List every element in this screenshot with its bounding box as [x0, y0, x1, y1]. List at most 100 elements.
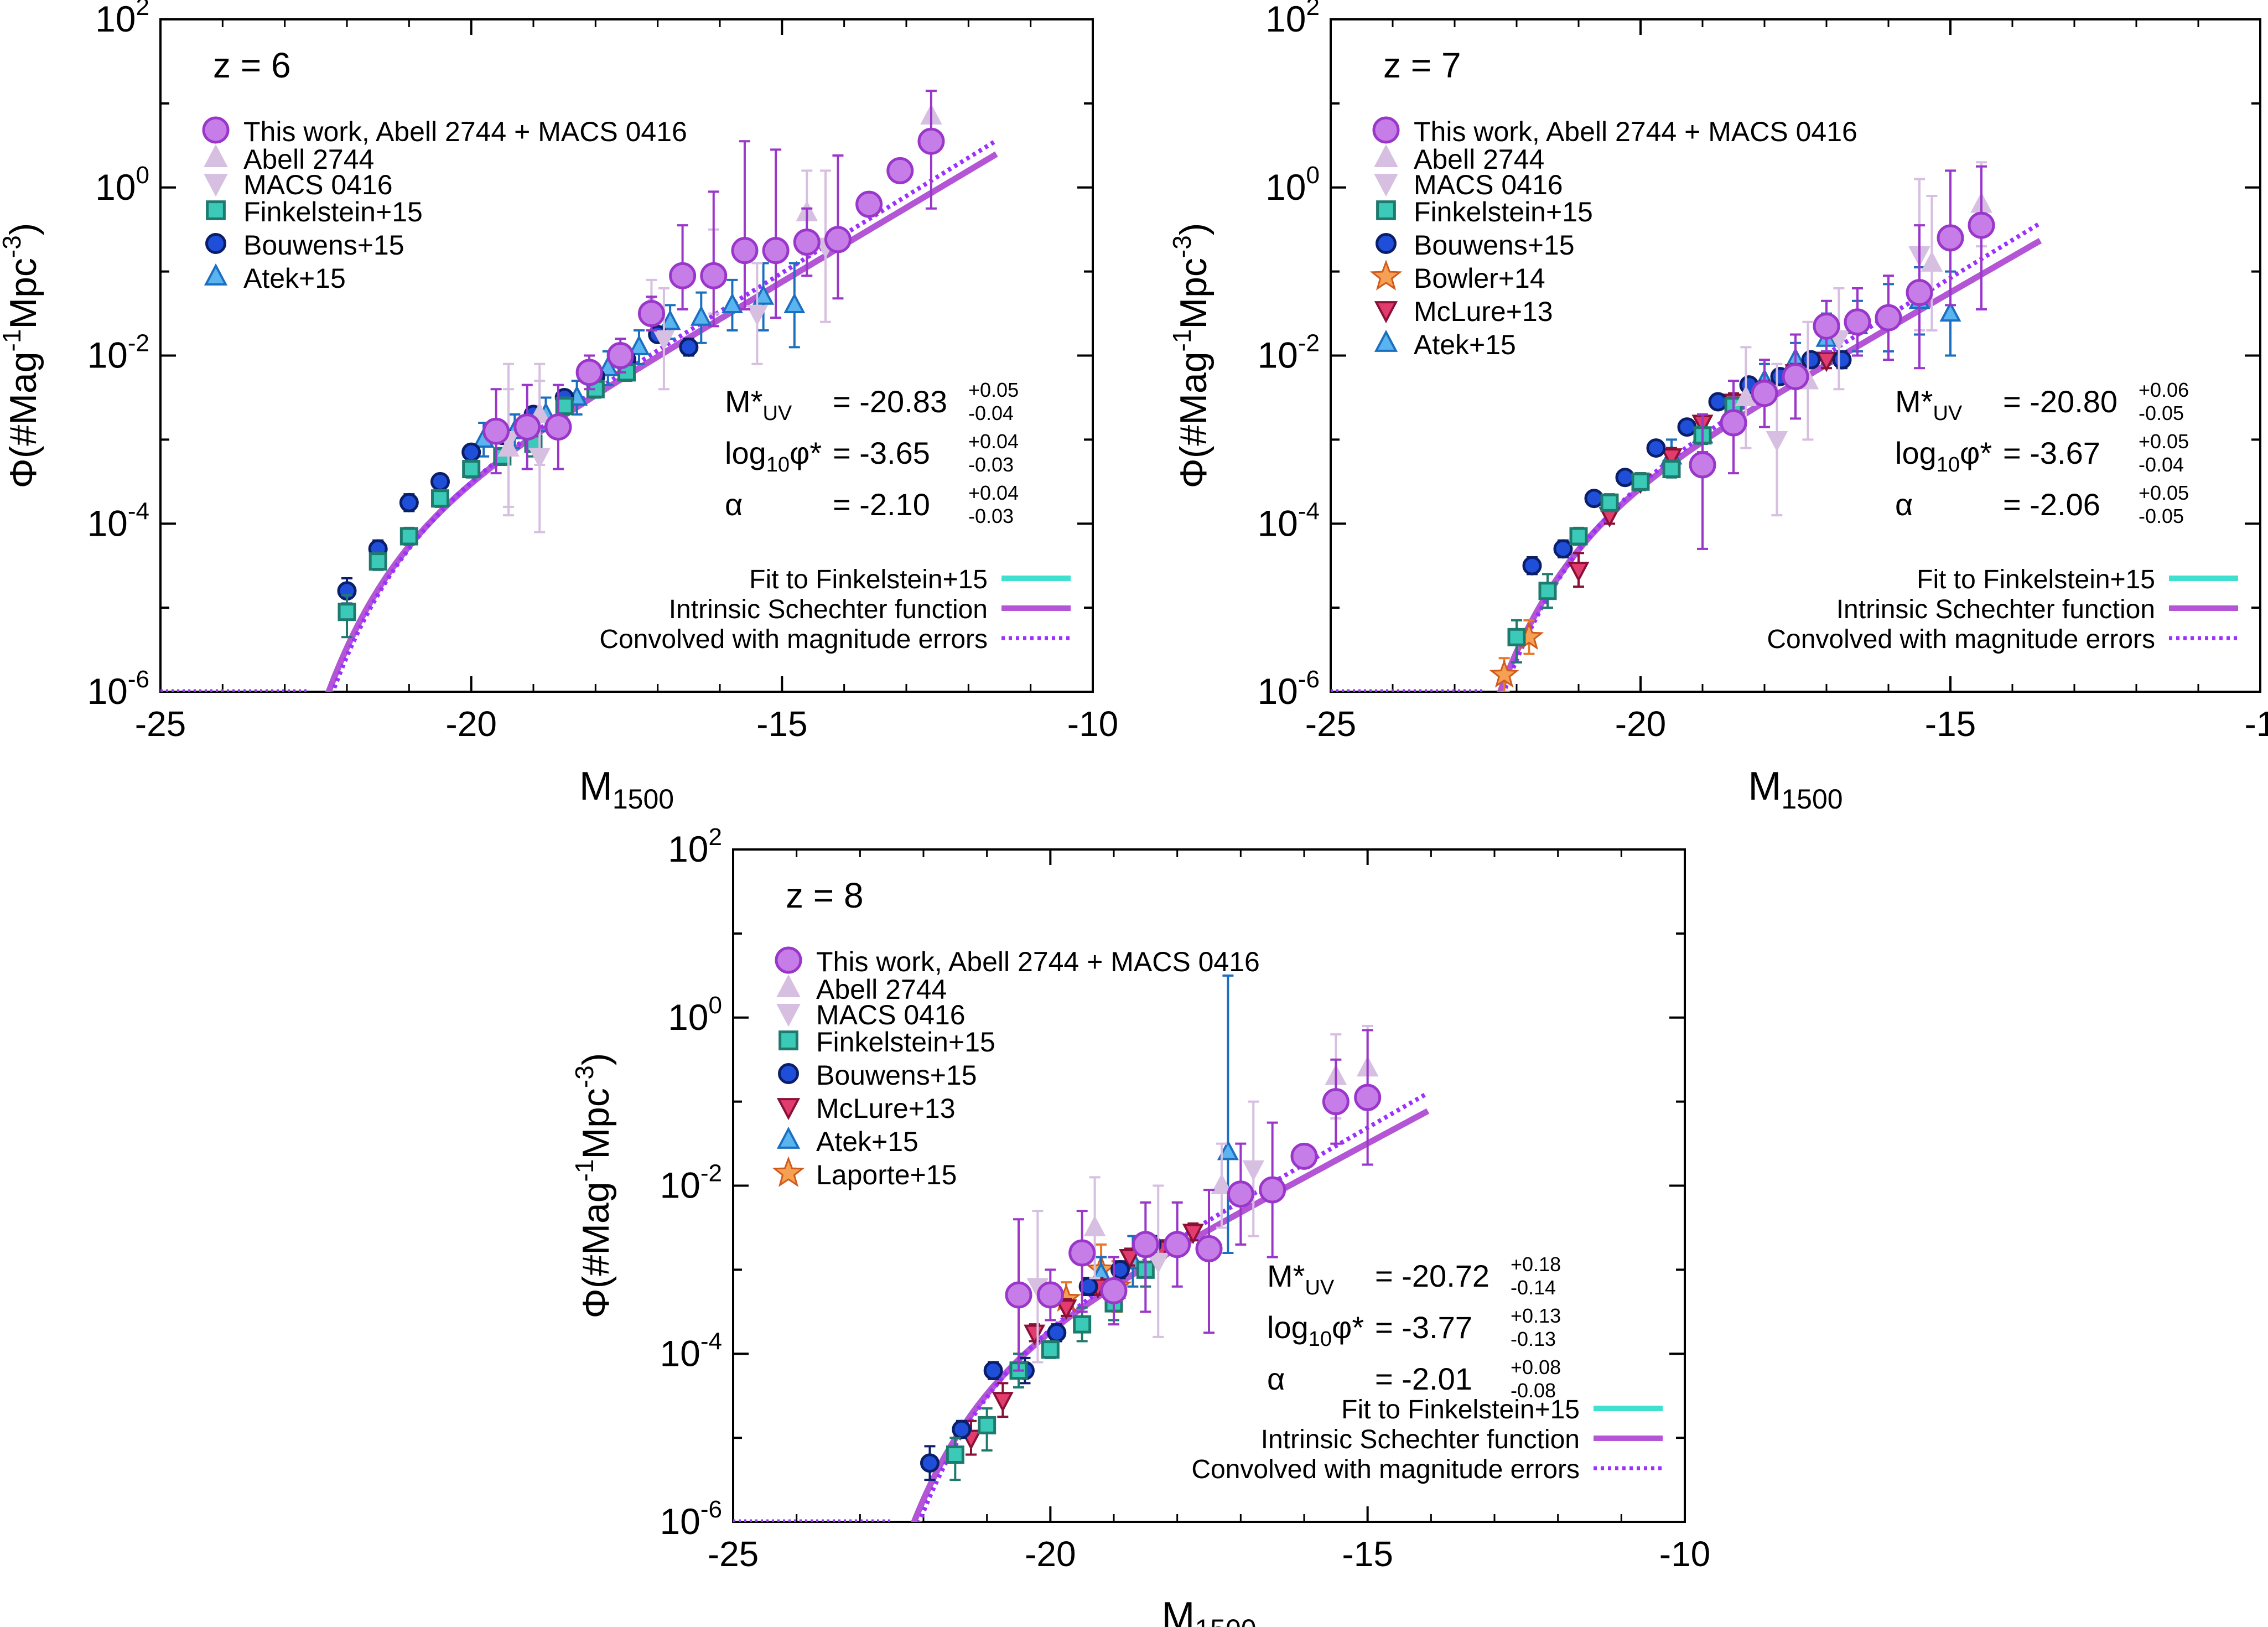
- series-finkelstein-15: [338, 362, 636, 639]
- series-this-work-abell-2744-macs-0416: [1689, 165, 1995, 550]
- data-point: [1522, 556, 1542, 576]
- y-tick-label: 102: [668, 823, 722, 869]
- param-label: α: [1895, 487, 1913, 522]
- data-point: [1766, 431, 1788, 452]
- param-label: M*UV: [1895, 384, 1963, 425]
- data-point: [1782, 362, 1809, 390]
- data-point: [1227, 1180, 1254, 1208]
- fit-parameters: M*UV = -20.83 +0.05-0.04 log10φ* = -3.65 +0.0…: [725, 379, 1019, 527]
- x-tick-label: -10: [1067, 704, 1119, 744]
- legend-label: McLure+13: [1414, 296, 1553, 327]
- param-err-up: +0.05: [2139, 430, 2189, 453]
- data-point: [992, 1392, 1014, 1413]
- data-point: [824, 226, 852, 253]
- data-point: [690, 305, 712, 326]
- data-series: [337, 90, 945, 639]
- y-tick-label: 10-6: [660, 1496, 722, 1542]
- x-axis-label: M1500: [1161, 1594, 1256, 1627]
- param-value: = -2.06: [2003, 487, 2100, 522]
- legend-label: Finkelstein+15: [243, 196, 423, 227]
- series-macs-0416: [1026, 1100, 1265, 1364]
- data-point: [1026, 1278, 1049, 1299]
- data-point: [779, 1030, 798, 1050]
- legend-label: MACS 0416: [243, 169, 393, 200]
- param-err-down: -0.03: [968, 453, 1014, 476]
- chart-panel-z7: -25 -20 -15 -1 M1500 10-6 10-4 10-2 100 102 Φ(#Mag…: [1167, 0, 2268, 815]
- data-point: [1073, 1315, 1092, 1334]
- x-tick-label: -25: [708, 1534, 759, 1574]
- data-point: [752, 284, 775, 305]
- param-value: = -20.83: [833, 384, 947, 419]
- curve-finkelstein-fit: [911, 1142, 1366, 1522]
- panel-title: z = 8: [786, 875, 864, 915]
- data-point: [776, 1098, 801, 1121]
- data-point: [399, 527, 418, 546]
- param-err-down: -0.05: [2139, 402, 2184, 424]
- data-point: [202, 116, 230, 144]
- curve-legend-label: Intrinsic Schechter function: [1836, 595, 2155, 624]
- legend-label: Laporte+15: [816, 1159, 957, 1190]
- data-point: [1182, 1224, 1204, 1245]
- data-point: [513, 413, 541, 441]
- data-point: [1569, 527, 1588, 546]
- data-point: [1553, 539, 1573, 559]
- data-point: [1708, 392, 1728, 412]
- legend-label: McLure+13: [816, 1093, 956, 1124]
- data-point: [1211, 1173, 1233, 1194]
- param-label: log10φ*: [725, 436, 822, 476]
- panel-title: z = 6: [213, 45, 291, 85]
- data-point: [1720, 409, 1747, 437]
- y-tick-label: 100: [95, 162, 149, 208]
- data-point: [1041, 1340, 1060, 1359]
- data-point: [731, 237, 759, 265]
- data-point: [1921, 251, 1943, 272]
- data-point: [721, 293, 743, 313]
- param-value: = -3.77: [1375, 1310, 1472, 1345]
- y-axis-label: Φ(#Mag-1Mpc-3): [570, 1053, 617, 1319]
- data-point: [1584, 489, 1604, 509]
- series-this-work-abell-2744-macs-0416: [1005, 1029, 1382, 1372]
- data-point: [338, 603, 356, 621]
- data-point: [1374, 144, 1398, 167]
- data-point: [1374, 329, 1398, 352]
- data-point: [1036, 1281, 1064, 1309]
- y-tick-label: 10-6: [1257, 666, 1320, 712]
- curve-legend-label: Convolved with magnitude errors: [599, 625, 988, 654]
- data-point: [920, 1453, 940, 1473]
- data-point: [778, 1063, 799, 1084]
- x-axis: -25 -20 -15 -10 M1500: [135, 19, 1119, 815]
- data-point: [1937, 224, 1964, 252]
- param-value: = -20.80: [2003, 384, 2118, 419]
- data-point: [793, 228, 821, 256]
- data-point: [1078, 1277, 1098, 1297]
- param-err-down: -0.08: [1511, 1379, 1556, 1402]
- param-label: M*UV: [1267, 1258, 1335, 1299]
- x-tick-label: -15: [1342, 1534, 1393, 1574]
- curve-convolved: [330, 138, 998, 692]
- data-point: [952, 1419, 972, 1439]
- curve-legend-label: Intrinsic Schechter function: [1261, 1425, 1580, 1454]
- param-err-down: -0.04: [2139, 453, 2184, 476]
- curve-legend-label: Fit to Finkelstein+15: [1917, 565, 2155, 594]
- data-point: [1024, 1324, 1046, 1345]
- param-label: α: [725, 487, 743, 522]
- data-point: [1083, 1215, 1106, 1236]
- param-err-up: +0.04: [968, 430, 1019, 453]
- data-point: [204, 263, 228, 286]
- data-point: [978, 1416, 997, 1434]
- data-point: [628, 335, 650, 355]
- fit-parameters: M*UV = -20.72 +0.18-0.14 log10φ* = -3.77 +0.1…: [1267, 1253, 1561, 1402]
- param-err-down: -0.13: [1511, 1328, 1556, 1350]
- param-err-up: +0.04: [968, 481, 1019, 504]
- data-point: [659, 309, 681, 330]
- data-point: [544, 413, 572, 441]
- legend-label: This work, Abell 2744 + MACS 0416: [816, 946, 1260, 977]
- param-err-down: -0.14: [1511, 1276, 1556, 1299]
- y-tick-label: 100: [1265, 162, 1320, 208]
- y-tick-label: 10-2: [1257, 330, 1320, 376]
- series-this-work-abell-2744-macs-0416: [482, 90, 945, 475]
